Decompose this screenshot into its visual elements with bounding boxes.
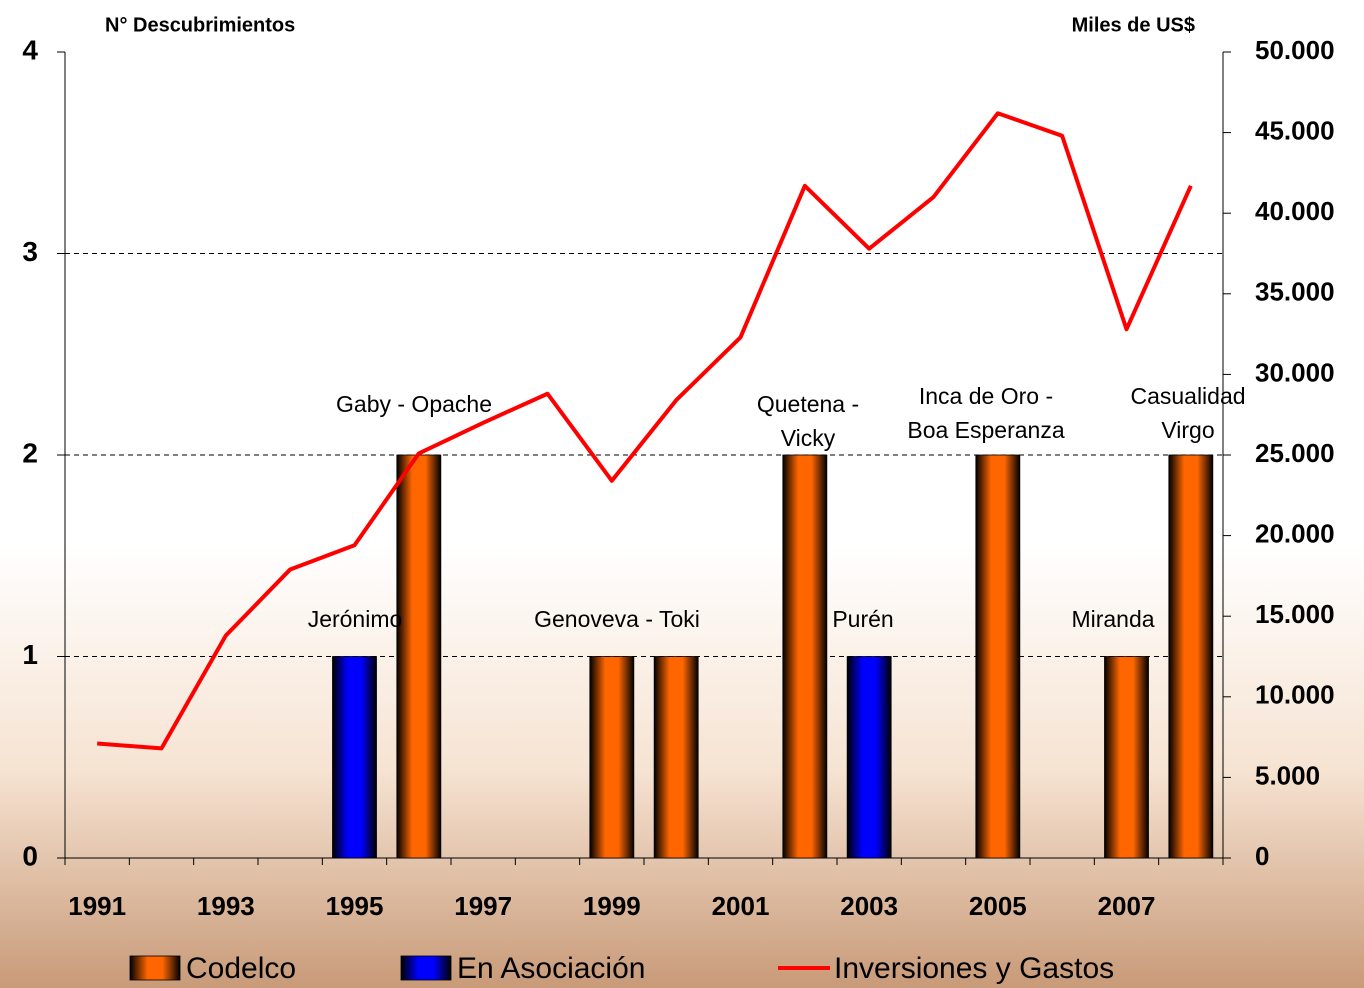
bar: [589, 656, 635, 859]
x-tick-label: 2007: [1098, 891, 1156, 921]
y2-tick-label: 25.000: [1255, 438, 1335, 468]
x-tick-label: 1993: [197, 891, 255, 921]
annotation: Inca de Oro -: [919, 383, 1053, 409]
legend-swatch: [129, 955, 181, 981]
y-tick-label: 1: [22, 639, 38, 670]
annotation: Jerónimo: [308, 606, 403, 632]
y2-tick-label: 0: [1255, 841, 1269, 871]
bar: [653, 656, 699, 859]
x-tick-label: 2003: [840, 891, 898, 921]
y-tick-label: 2: [22, 437, 38, 468]
x-tick-label: 1991: [68, 891, 126, 921]
annotation: Purén: [832, 606, 893, 632]
annotation: Boa Esperanza: [907, 417, 1064, 443]
y-tick-label: 0: [22, 840, 38, 871]
legend-label: Inversiones y Gastos: [834, 952, 1114, 985]
y2-tick-label: 35.000: [1255, 277, 1335, 307]
y-tick-label: 3: [22, 236, 38, 267]
y2-tick-label: 20.000: [1255, 518, 1335, 548]
x-tick-label: 1995: [326, 891, 384, 921]
bar: [1104, 656, 1149, 859]
y2-tick-label: 30.000: [1255, 357, 1335, 387]
y2-tick-label: 10.000: [1255, 680, 1335, 710]
x-tick-label: 2001: [712, 891, 770, 921]
legend-label: Codelco: [186, 952, 296, 985]
y2-tick-label: 15.000: [1255, 599, 1335, 629]
bar: [975, 454, 1021, 859]
y-tick-label: 4: [22, 34, 38, 65]
y2-tick-label: 50.000: [1255, 35, 1335, 65]
y2-tick-label: 45.000: [1255, 115, 1335, 145]
bar: [332, 656, 377, 859]
y2-tick-label: 40.000: [1255, 196, 1335, 226]
x-tick-label: 1997: [454, 891, 512, 921]
annotation: Virgo: [1161, 417, 1214, 443]
annotation: Miranda: [1071, 606, 1154, 632]
bar: [396, 454, 442, 859]
annotation: Genoveva - Toki: [534, 606, 700, 632]
legend-label: En Asociación: [457, 952, 645, 985]
x-tick-label: 1999: [583, 891, 641, 921]
line: [97, 111, 1193, 751]
bar: [782, 454, 828, 859]
legend-swatch: [400, 955, 452, 981]
annotation: Vicky: [781, 425, 836, 451]
annotation: Casualidad: [1130, 383, 1245, 409]
y-axis-title: N° Descubrimientos: [105, 14, 295, 36]
annotation: Gaby - Opache: [336, 391, 492, 417]
bar: [846, 656, 892, 859]
y2-axis-title: Miles de US$: [1072, 14, 1195, 36]
y2-tick-label: 5.000: [1255, 760, 1320, 790]
annotation: Quetena -: [757, 391, 859, 417]
x-tick-label: 2005: [969, 891, 1027, 921]
bar: [1168, 454, 1214, 859]
